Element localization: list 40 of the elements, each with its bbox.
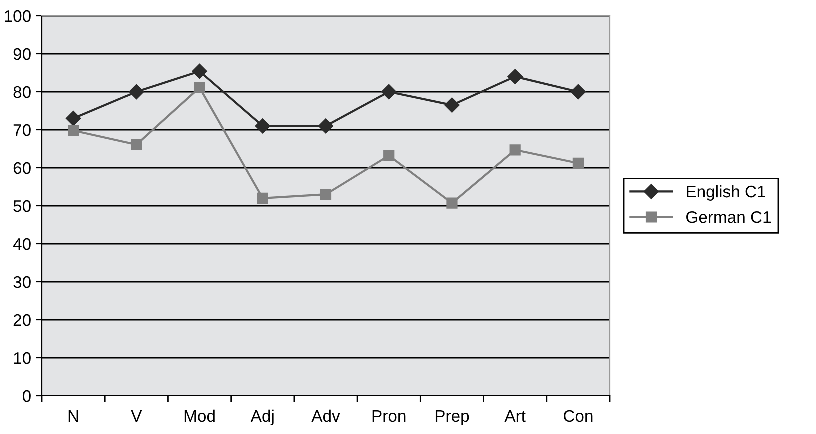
point [508, 69, 523, 84]
legend-label: German C1 [686, 211, 772, 224]
point [192, 64, 208, 80]
point [446, 198, 458, 209]
x-tick-label: Prep [436, 410, 470, 426]
point [131, 139, 142, 150]
point [318, 118, 334, 134]
point [570, 84, 586, 100]
point [444, 98, 460, 113]
legend-label: English C1 [687, 185, 766, 201]
y-tick-label: 50 [14, 200, 31, 212]
x-tick-label: Mod [184, 410, 215, 422]
point [320, 189, 332, 200]
x-tick-label: Adv [312, 410, 340, 422]
y-tick-label: 20 [14, 314, 31, 326]
x-tick-label: Con [564, 410, 593, 422]
point [68, 125, 80, 136]
y-tick-label: 90 [14, 48, 31, 60]
point [384, 150, 395, 162]
point [572, 158, 584, 169]
point [255, 118, 270, 134]
y-tick-label: 30 [14, 276, 31, 288]
point [257, 192, 268, 204]
x-tick-label: N [68, 410, 78, 422]
point [66, 111, 82, 126]
y-tick-label: 80 [14, 86, 31, 98]
x-tick-label: Adj [250, 410, 274, 426]
point [129, 84, 144, 100]
point [194, 82, 206, 94]
point [510, 144, 521, 156]
y-tick-label: 100 [5, 10, 31, 22]
x-tick-label: Pron [372, 410, 406, 422]
y-tick-label: 40 [13, 238, 31, 250]
x-tick-label: Art [504, 410, 526, 422]
y-tick-label: 60 [14, 162, 31, 174]
x-tick-label: V [131, 410, 142, 422]
point [382, 84, 397, 100]
y-tick-label: 70 [14, 124, 31, 136]
y-tick-label: 10 [14, 352, 31, 364]
y-tick-label: 0 [22, 390, 31, 402]
